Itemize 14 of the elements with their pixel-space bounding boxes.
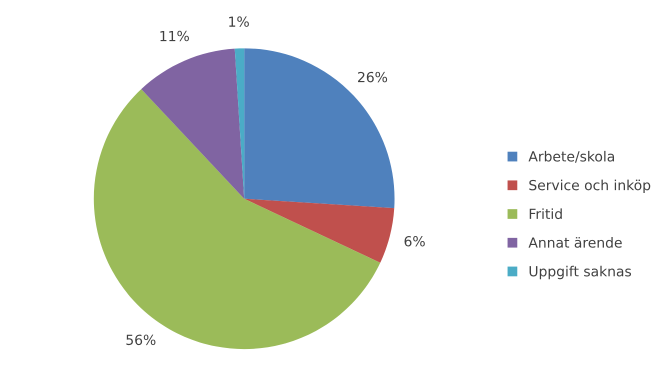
pie-slice	[94, 89, 380, 350]
data-label: 11%	[160, 30, 189, 42]
data-label: 26%	[358, 72, 388, 82]
legend-label: Annat ärende	[528, 237, 622, 248]
legend-label: Fritid	[530, 208, 562, 220]
data-label: 56%	[126, 334, 156, 346]
pie-slice	[244, 198, 394, 263]
legend-label: Arbete/skola	[528, 150, 614, 163]
legend-label: Uppgift saknas	[530, 266, 632, 280]
data-label: 1%	[229, 16, 249, 27]
data-label: 6%	[404, 236, 425, 246]
pie-slice	[244, 48, 395, 208]
legend-label: Service och inköp	[529, 180, 650, 194]
pie-slice	[141, 48, 244, 199]
